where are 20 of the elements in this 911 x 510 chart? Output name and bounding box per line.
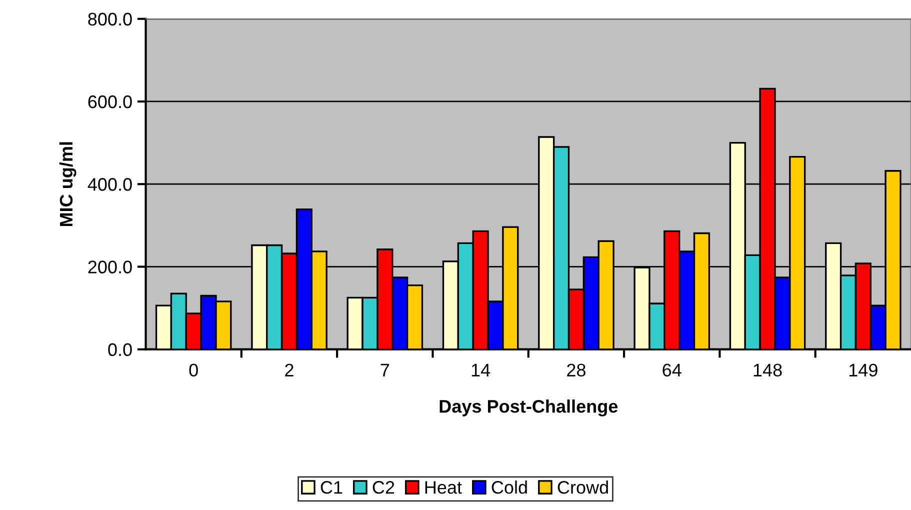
legend-label: C1 — [320, 481, 342, 494]
y-tick-label: 600.0 — [88, 95, 132, 108]
legend-label: C2 — [372, 481, 394, 494]
y-tick-label: 0.0 — [108, 343, 132, 356]
y-tick-label: 400.0 — [88, 178, 132, 191]
x-axis-title: Days Post-Challenge — [440, 400, 618, 416]
x-tick-label: 2 — [285, 364, 294, 376]
x-tick-label: 14 — [472, 364, 490, 376]
y-tick-label: 800.0 — [88, 12, 132, 26]
x-tick-label: 7 — [380, 364, 390, 376]
legend-label: Crowd — [558, 480, 608, 494]
y-tick-label: 200.0 — [88, 260, 132, 274]
x-tick-label: 149 — [849, 364, 878, 376]
legend-label: Cold — [492, 480, 527, 494]
x-tick-label: 28 — [567, 364, 586, 376]
x-tick-label: 0 — [189, 364, 198, 376]
x-tick-label: 148 — [754, 364, 782, 376]
x-tick-label: 64 — [662, 364, 682, 376]
y-axis-title: MIC ug/ml — [59, 142, 76, 226]
legend-label: Heat — [425, 481, 462, 494]
